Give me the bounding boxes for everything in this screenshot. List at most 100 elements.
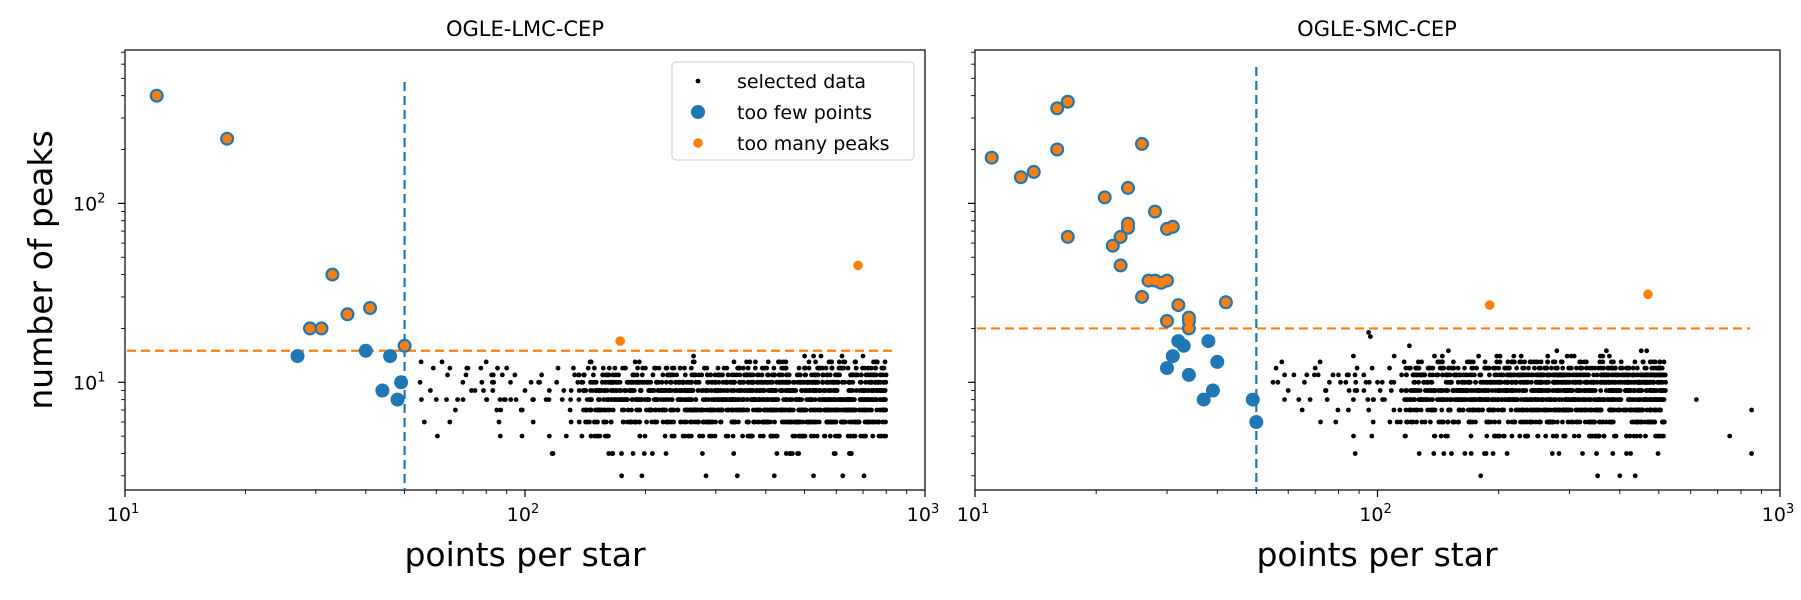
selected-data-point xyxy=(1596,397,1602,402)
selected-data-point xyxy=(1432,388,1438,393)
selected-data-point xyxy=(656,379,662,385)
selected-data-point xyxy=(678,419,683,425)
selected-data-point xyxy=(1379,379,1385,385)
selected-data-point xyxy=(508,379,513,385)
selected-data-point xyxy=(1414,419,1419,425)
selected-data-point xyxy=(731,359,737,365)
selected-data-point xyxy=(807,388,813,393)
selected-data-point xyxy=(1437,365,1443,371)
selected-data-point xyxy=(778,407,783,413)
selected-data-point xyxy=(1634,365,1640,371)
selected-data-point xyxy=(1285,388,1291,393)
x-tick-label: 103 xyxy=(1762,502,1794,526)
selected-data-point xyxy=(840,419,846,425)
selected-data-point xyxy=(730,388,736,393)
selected-data-point xyxy=(825,379,831,385)
selected-data-point xyxy=(878,372,883,378)
selected-data-point xyxy=(576,372,582,378)
selected-data-point xyxy=(745,419,751,425)
selected-data-point xyxy=(858,433,864,439)
selected-data-point xyxy=(1491,407,1497,413)
selected-data-point xyxy=(1618,397,1623,402)
selected-data-point xyxy=(782,379,788,385)
selected-data-point xyxy=(1338,379,1343,385)
selected-data-point xyxy=(1504,451,1510,456)
selected-data-point xyxy=(1600,359,1606,365)
selected-data-point xyxy=(707,407,713,413)
selected-data-point xyxy=(671,433,677,439)
selected-data-point xyxy=(689,372,695,378)
selected-data-point xyxy=(752,419,758,425)
selected-data-point xyxy=(764,407,770,413)
too-few-points-marker xyxy=(1160,361,1174,376)
selected-data-point xyxy=(1594,451,1599,456)
selected-data-point xyxy=(583,419,588,425)
selected-data-point xyxy=(1563,372,1569,378)
selected-data-point xyxy=(800,379,806,385)
selected-data-point xyxy=(1531,407,1536,413)
selected-data-point xyxy=(637,419,642,425)
too-many-peaks-marker xyxy=(1108,240,1118,251)
selected-data-point xyxy=(1598,372,1604,378)
selected-data-point xyxy=(833,419,839,425)
selected-data-point xyxy=(1476,407,1481,413)
selected-data-point xyxy=(1638,388,1644,393)
selected-data-point xyxy=(624,397,630,402)
selected-data-point xyxy=(1416,365,1422,371)
selected-data-point xyxy=(453,407,458,413)
selected-data-point xyxy=(824,419,830,425)
selected-data-point xyxy=(591,419,597,425)
selected-data-point xyxy=(663,379,669,385)
selected-data-point xyxy=(1439,407,1445,413)
selected-data-point xyxy=(1592,365,1598,371)
selected-data-point xyxy=(848,372,854,378)
selected-data-point xyxy=(826,407,831,413)
selected-data-point xyxy=(1516,388,1522,393)
selected-data-point xyxy=(638,397,644,402)
selected-data-point xyxy=(497,433,503,439)
selected-data-point xyxy=(765,419,770,425)
selected-data-point xyxy=(1361,388,1367,393)
selected-data-point xyxy=(1391,407,1397,413)
selected-data-point xyxy=(1606,372,1611,378)
selected-data-point xyxy=(1468,433,1474,439)
selected-data-point xyxy=(1644,379,1649,385)
selected-data-point xyxy=(811,419,817,425)
selected-data-point xyxy=(853,388,859,393)
selected-data-point xyxy=(693,379,699,385)
too-few-points-marker xyxy=(1196,392,1211,407)
selected-data-point xyxy=(881,433,887,439)
selected-data-point xyxy=(777,388,783,393)
selected-data-point xyxy=(833,433,838,439)
selected-data-point xyxy=(734,473,740,479)
selected-data-point xyxy=(861,473,867,479)
selected-data-point xyxy=(1391,353,1397,359)
selected-data-point xyxy=(860,388,866,393)
selected-data-point xyxy=(808,407,814,413)
legend-label: too few points xyxy=(737,102,872,124)
selected-data-point xyxy=(650,451,655,456)
too-many-peaks-marker xyxy=(399,341,410,351)
selected-data-point xyxy=(1480,379,1486,385)
selected-data-point xyxy=(1622,372,1628,378)
selected-data-point xyxy=(579,433,585,439)
selected-data-point xyxy=(1467,419,1473,425)
selected-data-point xyxy=(587,407,592,413)
selected-data-point xyxy=(1626,365,1632,371)
too-many-peaks-marker xyxy=(342,309,353,320)
selected-data-point xyxy=(873,379,878,385)
selected-data-point xyxy=(593,379,599,385)
chart-title: OGLE-SMC-CEP xyxy=(1297,17,1457,41)
selected-data-point xyxy=(635,365,640,371)
selected-data-point xyxy=(745,365,751,371)
legend-marker xyxy=(695,78,701,84)
selected-data-point xyxy=(1663,379,1668,385)
selected-data-point xyxy=(648,388,653,393)
selected-data-point xyxy=(1426,388,1431,393)
selected-data-point xyxy=(748,397,754,402)
selected-data-point xyxy=(1550,433,1556,439)
selected-data-point xyxy=(1659,388,1665,393)
selected-data-point xyxy=(1524,397,1530,402)
selected-data-point xyxy=(1543,433,1549,439)
selected-data-point xyxy=(1279,359,1285,365)
